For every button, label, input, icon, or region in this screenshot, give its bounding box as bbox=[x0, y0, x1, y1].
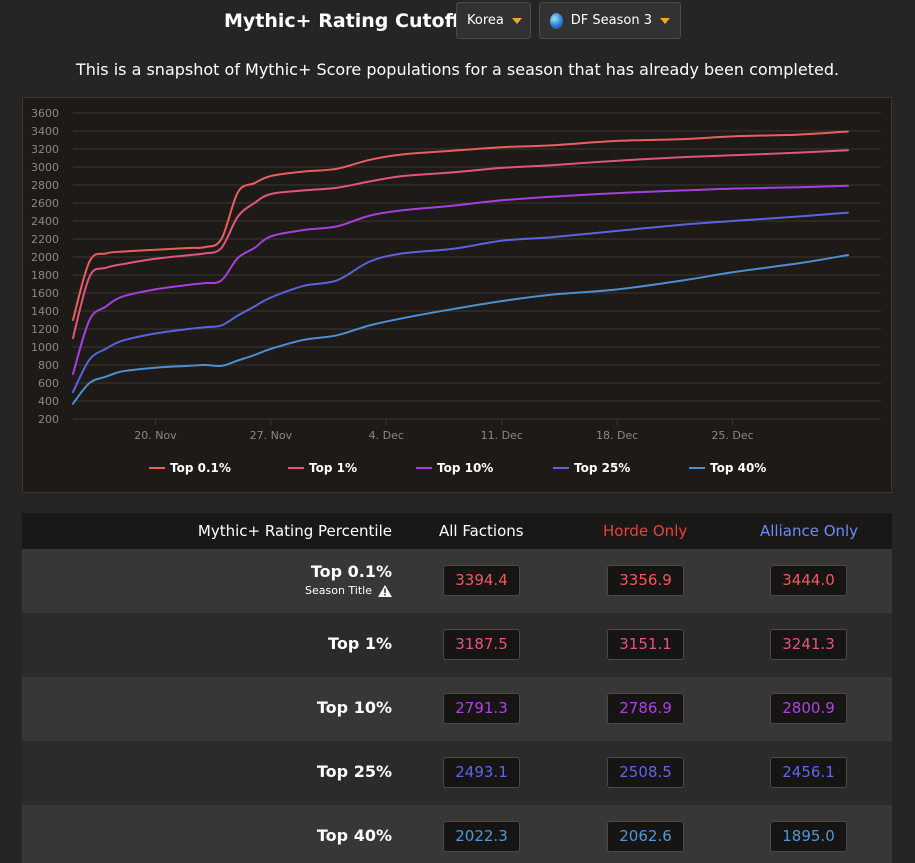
legend-item-label: Top 1% bbox=[309, 461, 357, 475]
legend-item-label: Top 40% bbox=[710, 461, 766, 475]
x-tick-label: 25. Dec bbox=[711, 429, 753, 442]
y-tick-label: 800 bbox=[38, 359, 59, 372]
value-horde: 2508.5 bbox=[607, 757, 684, 788]
series-line bbox=[72, 149, 849, 339]
value-all: 3394.4 bbox=[443, 565, 520, 596]
cutoffs-table: Mythic+ Rating Percentile All Factions H… bbox=[22, 513, 892, 863]
x-tick-label: 4. Dec bbox=[369, 429, 404, 442]
value-alliance: 3241.3 bbox=[770, 629, 847, 660]
row-label: Top 40% bbox=[316, 826, 392, 845]
value-all: 2493.1 bbox=[443, 757, 520, 788]
table-header: Mythic+ Rating Percentile All Factions H… bbox=[22, 513, 892, 549]
y-tick-label: 2400 bbox=[31, 215, 59, 228]
season-dropdown-label: DF Season 3 bbox=[570, 13, 652, 28]
row-label: Top 1% bbox=[328, 634, 392, 653]
header-percentile: Mythic+ Rating Percentile bbox=[197, 522, 392, 540]
y-tick-label: 400 bbox=[38, 395, 59, 408]
value-alliance: 2800.9 bbox=[770, 693, 847, 724]
row-label: Top 0.1% bbox=[310, 562, 392, 581]
value-horde: 2062.6 bbox=[607, 821, 684, 852]
value-alliance: 3444.0 bbox=[770, 565, 847, 596]
y-tick-label: 600 bbox=[38, 377, 59, 390]
value-alliance: 1895.0 bbox=[770, 821, 847, 852]
header: Mythic+ Rating Cutoffs Korea DF Season 3 bbox=[0, 0, 915, 44]
page-title: Mythic+ Rating Cutoffs bbox=[224, 10, 472, 32]
header-all-factions: All Factions bbox=[439, 522, 524, 540]
y-tick-label: 1800 bbox=[31, 269, 59, 282]
y-tick-label: 1200 bbox=[31, 323, 59, 336]
y-tick-label: 1400 bbox=[31, 305, 59, 318]
row-sublabel: Season Title bbox=[305, 584, 392, 597]
value-alliance: 2456.1 bbox=[770, 757, 847, 788]
chevron-down-icon bbox=[511, 17, 522, 24]
season-globe-icon bbox=[550, 12, 563, 29]
y-tick-label: 3000 bbox=[31, 161, 59, 174]
x-tick-label: 20. Nov bbox=[134, 429, 177, 442]
season-title-label: Season Title bbox=[305, 584, 372, 597]
series-line bbox=[72, 184, 849, 375]
value-horde: 3356.9 bbox=[607, 565, 684, 596]
table-row: Top 25% 2493.1 2508.5 2456.1 bbox=[22, 741, 892, 805]
legend-item-label: Top 0.1% bbox=[170, 461, 231, 475]
chevron-down-icon bbox=[660, 17, 670, 24]
x-tick-label: 11. Dec bbox=[481, 429, 523, 442]
y-tick-label: 2200 bbox=[31, 233, 59, 246]
page-subtitle: This is a snapshot of Mythic+ Score popu… bbox=[75, 60, 840, 79]
y-tick-label: 200 bbox=[38, 413, 59, 426]
rating-chart: 200 400 600 800 1000 1200 1400 1600 1800 2000 2200… bbox=[22, 97, 892, 493]
y-tick-label: 3400 bbox=[31, 125, 59, 138]
y-tick-label: 2800 bbox=[31, 179, 59, 192]
row-label: Top 25% bbox=[316, 762, 392, 781]
legend-item-label: Top 10% bbox=[437, 461, 493, 475]
series-line bbox=[72, 254, 849, 405]
y-tick-label: 2600 bbox=[31, 197, 59, 210]
value-horde: 2786.9 bbox=[607, 693, 684, 724]
series-line bbox=[72, 130, 849, 321]
table-row: Top 1% 3187.5 3151.1 3241.3 bbox=[22, 613, 892, 677]
table-row: Top 10% 2791.3 2786.9 2800.9 bbox=[22, 677, 892, 741]
y-tick-label: 3200 bbox=[31, 143, 59, 156]
y-tick-label: 2000 bbox=[31, 251, 59, 264]
value-all: 3187.5 bbox=[443, 629, 520, 660]
y-tick-label: 1600 bbox=[31, 287, 59, 300]
season-dropdown[interactable]: DF Season 3 bbox=[539, 2, 681, 39]
region-dropdown[interactable]: Korea bbox=[456, 2, 531, 39]
table-row: Top 0.1% Season Title 3394.4 3356.9 3444… bbox=[22, 549, 892, 613]
warning-icon[interactable] bbox=[378, 584, 392, 597]
table-row: Top 40% 2022.3 2062.6 1895.0 bbox=[22, 805, 892, 863]
series-line bbox=[72, 211, 849, 393]
x-tick-label: 18. Dec bbox=[596, 429, 638, 442]
y-tick-label: 3600 bbox=[31, 107, 59, 120]
value-all: 2022.3 bbox=[443, 821, 520, 852]
row-label: Top 10% bbox=[316, 698, 392, 717]
x-tick-label: 27. Nov bbox=[250, 429, 293, 442]
y-tick-label: 1000 bbox=[31, 341, 59, 354]
value-horde: 3151.1 bbox=[607, 629, 684, 660]
legend-item-label: Top 25% bbox=[574, 461, 630, 475]
rating-chart-svg: 200 400 600 800 1000 1200 1400 1600 1800 2000 2200… bbox=[31, 107, 881, 475]
region-dropdown-label: Korea bbox=[467, 13, 504, 28]
header-alliance-only: Alliance Only bbox=[760, 522, 859, 540]
header-horde-only: Horde Only bbox=[603, 522, 688, 540]
value-all: 2791.3 bbox=[443, 693, 520, 724]
